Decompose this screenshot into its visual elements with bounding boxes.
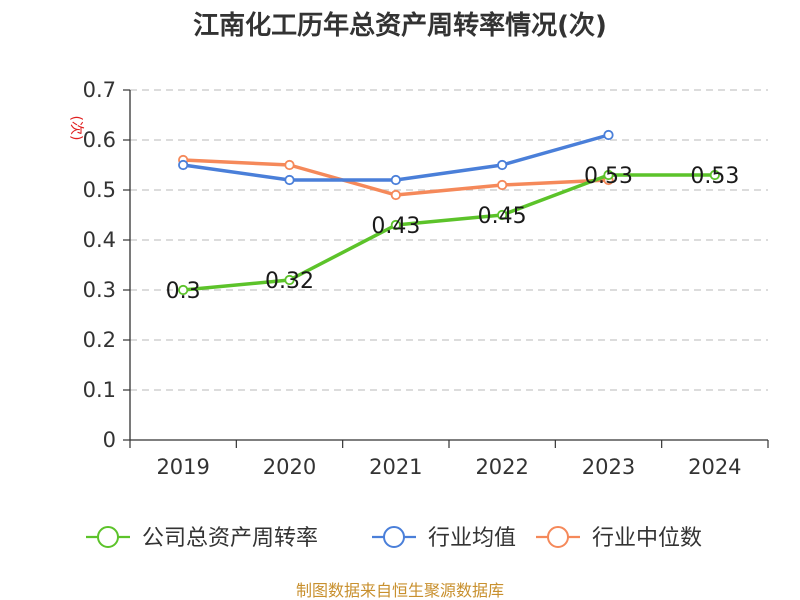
data-point — [390, 174, 401, 186]
x-tick-label: 2023 — [582, 455, 635, 479]
series-group: 0.3 0.32 0.43 0.45 0.53 0.53 — [166, 129, 739, 304]
legend-marker — [383, 526, 405, 548]
data-label: 0.32 — [265, 269, 314, 294]
y-tick-label: 0.2 — [83, 328, 116, 352]
y-tick-label: 0.4 — [83, 228, 116, 252]
y-tick-label: 0.7 — [83, 78, 116, 102]
legend-marker — [97, 526, 119, 548]
data-point — [284, 159, 295, 171]
data-label: 0.43 — [371, 214, 420, 239]
legend-label: 公司总资产周转率 — [142, 526, 318, 551]
y-tick-label: 0 — [103, 428, 116, 452]
axes: 0 0.1 0.2 0.3 0.4 0.5 0.6 0.7 2019 2020 2021 2022 20… — [83, 78, 769, 479]
data-point — [390, 189, 401, 201]
legend-label: 行业中位数 — [592, 526, 702, 551]
y-axis-label: (次) — [68, 116, 84, 141]
series-line — [183, 173, 715, 292]
data-point — [603, 129, 614, 141]
y-tick-label: 0.1 — [83, 378, 116, 402]
legend-label: 行业均值 — [428, 526, 516, 551]
legend[interactable]: 公司总资产周转率 行业均值 行业中位数 — [86, 526, 702, 551]
data-label: 0.53 — [584, 164, 633, 189]
data-point — [284, 174, 295, 186]
data-source: 制图数据来自恒生聚源数据库 — [296, 581, 504, 600]
y-tick-label: 0.3 — [83, 278, 116, 302]
y-tick-label: 0.6 — [83, 128, 116, 152]
data-label: 0.45 — [478, 204, 527, 229]
data-point — [178, 159, 189, 171]
data-point — [497, 209, 508, 221]
data-point — [497, 159, 508, 171]
chart-title: 江南化工历年总资产周转率情况(次) — [193, 10, 607, 41]
x-tick-label: 2020 — [263, 455, 316, 479]
data-point — [178, 284, 189, 296]
x-tick-label: 2024 — [688, 455, 741, 479]
grid-lines — [130, 89, 768, 391]
data-point — [709, 169, 720, 181]
data-label: 0.3 — [166, 279, 201, 304]
data-point — [390, 219, 401, 231]
y-tick-label: 0.5 — [83, 178, 116, 202]
data-point — [284, 274, 295, 286]
legend-marker — [547, 526, 569, 548]
data-label: 0.53 — [690, 164, 739, 189]
x-tick-label: 2022 — [475, 455, 528, 479]
x-tick-label: 2019 — [156, 455, 209, 479]
data-point — [497, 179, 508, 191]
series-line — [182, 133, 609, 182]
x-tick-label: 2021 — [369, 455, 422, 479]
data-point — [603, 169, 614, 181]
